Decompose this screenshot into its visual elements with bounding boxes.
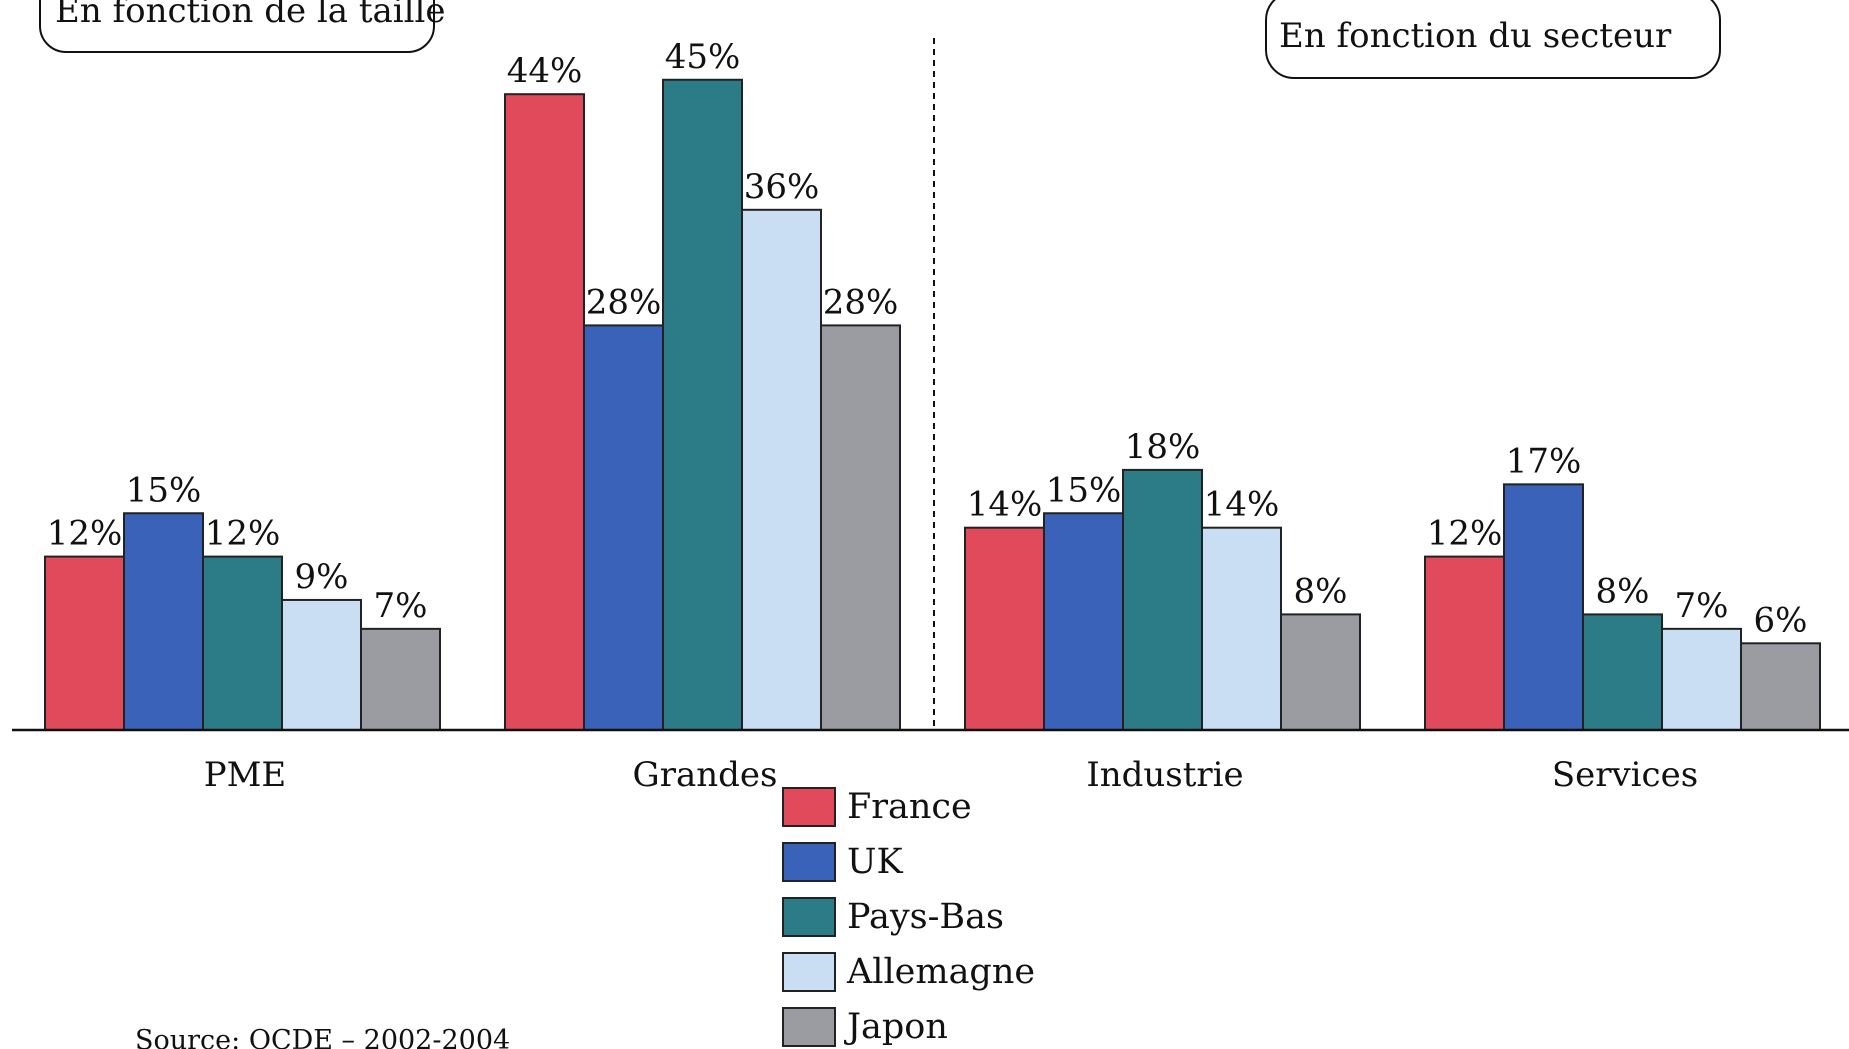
bar-services-france: [1424, 555, 1505, 731]
value-label-industrie-allemagne: 14%: [1204, 485, 1280, 525]
value-labels-group: 12%15%12%9%7%44%28%45%36%28%14% 15%18%14%…: [47, 37, 1808, 641]
value-label-pme-uk: 15%: [126, 470, 202, 510]
bar-grandes-uk: [583, 324, 664, 731]
bar-services-japon: [1740, 642, 1821, 731]
legend-label-uk: UK: [847, 842, 903, 882]
category-label-services: Services: [1552, 755, 1698, 795]
legend-swatch-france: [782, 787, 836, 827]
category-labels-group: PME Grandes Industrie Services: [204, 755, 1698, 795]
panel-title-box-taille: En fonction de la taille: [39, 0, 446, 53]
value-label-services-pays-bas: 8%: [1596, 571, 1650, 611]
bar-pme-japon: [360, 627, 441, 731]
bar-services-uk: [1503, 483, 1584, 731]
value-label-grandes-uk: 28%: [586, 282, 662, 322]
bar-industrie-france: [964, 526, 1045, 732]
value-label-industrie-pays-bas: 18%: [1125, 427, 1201, 467]
panel-title-box-secteur: En fonction du secteur: [1265, 0, 1721, 79]
legend-swatch-japon: [782, 1007, 836, 1047]
bar-industrie-pays-bas: [1122, 468, 1203, 731]
legend-label-france: France: [847, 787, 972, 827]
category-label-industrie: Industrie: [1086, 755, 1243, 795]
legend-label-pays-bas: Pays-Bas: [847, 897, 1004, 937]
category-label-grandes: Grandes: [633, 755, 778, 795]
panel-title-secteur: En fonction du secteur: [1279, 16, 1672, 56]
bar-industrie-uk: [1043, 512, 1124, 731]
value-label-industrie-france: 14%: [967, 485, 1043, 525]
value-label-services-uk: 17%: [1506, 441, 1582, 481]
legend: France UK Pays-Bas Allemagne Japon: [782, 787, 1035, 1047]
bar-grandes-allemagne: [741, 208, 822, 732]
legend-swatch-pays-bas: [782, 897, 836, 937]
bar-industrie-allemagne: [1201, 526, 1282, 732]
panel-title-taille: En fonction de la taille: [55, 0, 446, 31]
bar-pme-france: [44, 555, 125, 731]
value-label-grandes-pays-bas: 45%: [665, 37, 741, 77]
category-label-pme: PME: [204, 755, 287, 795]
value-label-grandes-japon: 28%: [823, 282, 899, 322]
value-label-pme-pays-bas: 12%: [205, 514, 281, 554]
value-label-grandes-france: 44%: [507, 51, 583, 91]
value-label-pme-japon: 7%: [374, 586, 428, 626]
legend-label-japon: Japon: [844, 1007, 948, 1047]
value-label-services-france: 12%: [1427, 514, 1503, 554]
legend-swatch-allemagne: [782, 952, 836, 992]
bar-services-pays-bas: [1582, 613, 1663, 732]
bar-pme-pays-bas: [202, 555, 283, 731]
value-label-industrie-uk: 15%: [1046, 470, 1122, 510]
value-label-pme-france: 12%: [47, 514, 123, 554]
bar-pme-uk: [123, 512, 204, 731]
bar-pme-allemagne: [281, 598, 362, 732]
legend-label-allemagne: Allemagne: [846, 952, 1035, 992]
legend-swatch-uk: [782, 842, 836, 882]
bar-industrie-japon: [1280, 613, 1361, 732]
value-label-services-japon: 6%: [1754, 600, 1808, 640]
source-note: Source: OCDE – 2002-2004: [135, 1025, 510, 1049]
value-label-pme-allemagne: 9%: [295, 557, 349, 597]
bar-grandes-japon: [820, 324, 901, 731]
bar-grandes-pays-bas: [662, 78, 743, 731]
value-label-industrie-japon: 8%: [1294, 571, 1348, 611]
bar-services-allemagne: [1661, 627, 1742, 731]
value-label-grandes-allemagne: 36%: [744, 167, 820, 207]
value-label-services-allemagne: 7%: [1675, 586, 1729, 626]
bars-group: [44, 78, 1821, 732]
bar-grandes-france: [504, 93, 585, 731]
